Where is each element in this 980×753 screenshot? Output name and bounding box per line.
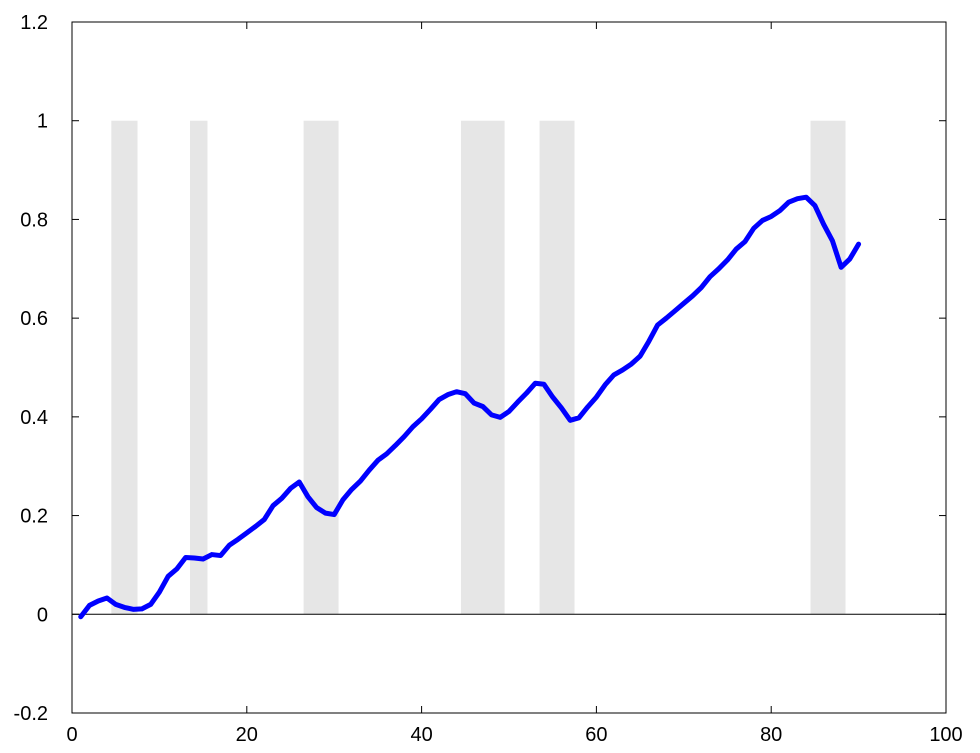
shaded-region-3 bbox=[303, 120, 339, 615]
series-layer bbox=[78, 194, 862, 620]
x-tick-label: 100 bbox=[929, 724, 962, 746]
x-tick-label: 80 bbox=[760, 724, 782, 746]
shaded-regions bbox=[111, 120, 846, 615]
y-tick-label: 0.8 bbox=[20, 209, 48, 231]
shaded-region-2 bbox=[189, 120, 208, 615]
x-tick-label: 40 bbox=[410, 724, 432, 746]
shaded-region-4 bbox=[460, 120, 505, 615]
y-tick-label: 1.2 bbox=[20, 12, 48, 34]
x-tick-label: 20 bbox=[236, 724, 258, 746]
series-line-1 bbox=[78, 194, 862, 620]
axes-frame bbox=[71, 21, 947, 714]
x-tick-label: 0 bbox=[66, 724, 77, 746]
shaded-region-6 bbox=[810, 120, 846, 615]
y-tick-label: 0.6 bbox=[20, 308, 48, 330]
y-tick-label: 1 bbox=[37, 111, 48, 133]
y-tick-label: 0 bbox=[37, 604, 48, 626]
shaded-region-5 bbox=[539, 120, 575, 615]
shaded-region-1 bbox=[111, 120, 138, 615]
tick-labels: 0 20 40 60 80 100 -0.2 0 0.2 0.4 0.6 0.8 1 1.2 bbox=[14, 12, 963, 746]
y-tick-label: 0.4 bbox=[20, 407, 48, 429]
tick-marks bbox=[71, 21, 947, 714]
x-tick-label: 60 bbox=[585, 724, 607, 746]
y-tick-label: 0.2 bbox=[20, 506, 48, 528]
y-tick-label: -0.2 bbox=[14, 703, 48, 725]
